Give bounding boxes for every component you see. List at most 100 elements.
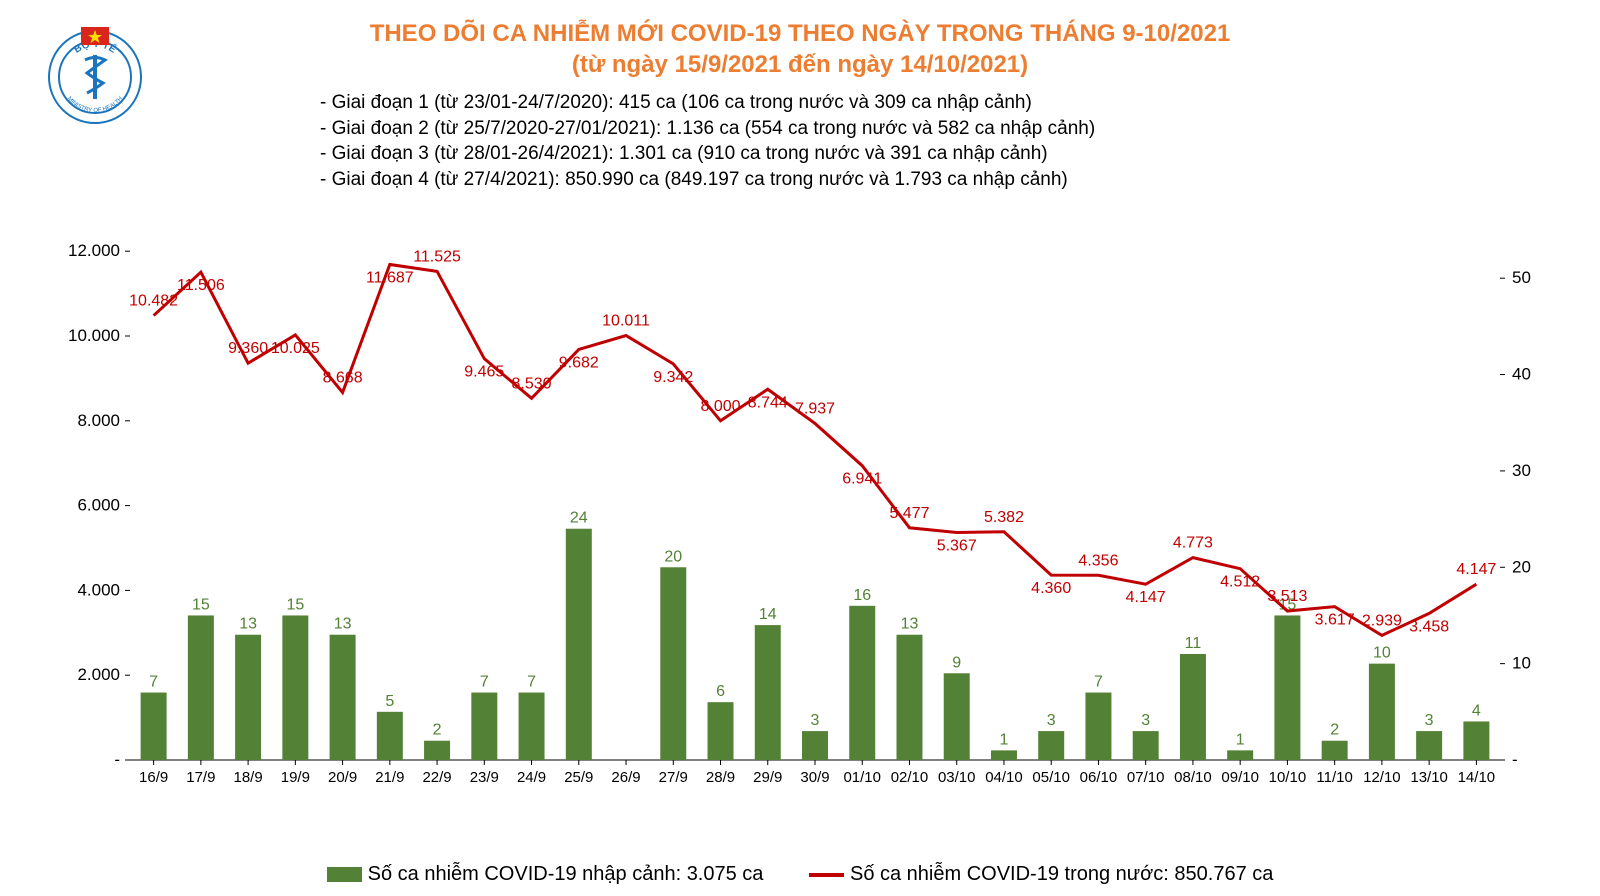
svg-text:2: 2 [433,722,442,739]
svg-text:11.687: 11.687 [366,269,414,286]
svg-text:05/10: 05/10 [1032,769,1070,786]
svg-text:-: - [1512,750,1518,769]
svg-text:5.477: 5.477 [889,505,929,522]
svg-text:02/10: 02/10 [891,769,929,786]
bar [849,606,875,760]
svg-text:3: 3 [1141,712,1150,729]
bar [566,529,592,760]
svg-text:17/9: 17/9 [186,769,215,786]
svg-text:7: 7 [480,674,489,691]
svg-text:25/9: 25/9 [564,769,593,786]
svg-text:4.356: 4.356 [1078,552,1118,569]
svg-text:24/9: 24/9 [517,769,546,786]
svg-text:01/10: 01/10 [843,769,881,786]
bar [330,635,356,760]
svg-text:18/9: 18/9 [234,769,263,786]
phase-2: - Giai đoạn 2 (từ 25/7/2020-27/01/2021):… [320,116,1095,142]
svg-text:29/9: 29/9 [753,769,782,786]
bar [944,673,970,760]
svg-text:2.000: 2.000 [77,665,120,684]
phase-notes: - Giai đoạn 1 (từ 23/01-24/7/2020): 415 … [320,90,1095,193]
svg-text:2.939: 2.939 [1362,612,1402,629]
svg-text:08/10: 08/10 [1174,769,1212,786]
svg-text:13: 13 [334,616,352,633]
svg-text:7.937: 7.937 [795,400,835,417]
svg-text:4.147: 4.147 [1126,589,1166,606]
title-line1: THEO DÕI CA NHIỄM MỚI COVID-19 THEO NGÀY… [0,18,1600,49]
svg-text:-: - [114,750,120,769]
phase-3: - Giai đoạn 3 (từ 28/01-26/4/2021): 1.30… [320,141,1095,167]
svg-text:21/9: 21/9 [375,769,404,786]
svg-text:9.342: 9.342 [653,369,693,386]
bar [1085,693,1111,760]
svg-text:6: 6 [716,683,725,700]
bar [424,741,450,760]
svg-text:20: 20 [1512,557,1531,576]
svg-text:19/9: 19/9 [281,769,310,786]
svg-text:4.512: 4.512 [1220,574,1260,591]
svg-text:14: 14 [759,606,777,623]
svg-text:10: 10 [1373,645,1391,662]
svg-text:7: 7 [527,674,536,691]
svg-text:13: 13 [901,616,919,633]
bar [991,750,1017,760]
svg-text:13: 13 [239,616,257,633]
svg-text:8.744: 8.744 [748,394,788,411]
svg-text:5.367: 5.367 [937,537,977,554]
svg-text:3.513: 3.513 [1267,588,1307,605]
line-series [154,264,1477,635]
covid-chart: -2.0004.0006.0008.00010.00012.000-102030… [60,220,1560,840]
bar [896,635,922,760]
svg-text:8.000: 8.000 [700,398,740,415]
svg-text:6.000: 6.000 [77,496,120,515]
svg-text:27/9: 27/9 [659,769,688,786]
svg-text:13/10: 13/10 [1410,769,1448,786]
bar [1322,741,1348,760]
svg-text:2: 2 [1330,722,1339,739]
svg-text:4.360: 4.360 [1031,580,1071,597]
svg-text:40: 40 [1512,365,1531,384]
svg-text:16: 16 [853,587,871,604]
bar [377,712,403,760]
svg-text:26/9: 26/9 [611,769,640,786]
svg-text:30/9: 30/9 [800,769,829,786]
svg-text:7: 7 [149,674,158,691]
svg-text:10.482: 10.482 [129,293,178,310]
svg-text:1: 1 [1000,731,1009,748]
svg-text:22/9: 22/9 [422,769,451,786]
svg-text:3.617: 3.617 [1315,612,1355,629]
bar [1274,615,1300,760]
bar [1369,664,1395,760]
svg-text:5: 5 [385,693,394,710]
svg-text:30: 30 [1512,461,1531,480]
svg-text:8.000: 8.000 [77,411,120,430]
legend-bar: Số ca nhiễm COVID-19 nhập cảnh: 3.075 ca [327,863,764,886]
bar-swatch-icon [327,867,362,882]
svg-text:28/9: 28/9 [706,769,735,786]
svg-text:3: 3 [1425,712,1434,729]
bar [188,615,214,760]
svg-text:3.458: 3.458 [1409,618,1449,635]
svg-text:11.506: 11.506 [177,277,225,294]
bar [141,693,167,760]
chart-title: THEO DÕI CA NHIỄM MỚI COVID-19 THEO NGÀY… [0,18,1600,80]
svg-text:9.682: 9.682 [559,354,599,371]
svg-text:9.360: 9.360 [228,340,268,357]
bar [1180,654,1206,760]
line-swatch-icon [809,873,844,877]
svg-text:4.773: 4.773 [1173,535,1213,552]
phase-1: - Giai đoạn 1 (từ 23/01-24/7/2020): 415 … [320,90,1095,116]
legend: Số ca nhiễm COVID-19 nhập cảnh: 3.075 ca… [0,863,1600,886]
svg-text:23/9: 23/9 [470,769,499,786]
svg-text:20: 20 [664,548,682,565]
bar [708,702,734,760]
svg-text:9: 9 [952,654,961,671]
svg-text:09/10: 09/10 [1221,769,1259,786]
svg-text:04/10: 04/10 [985,769,1023,786]
svg-text:4.000: 4.000 [77,580,120,599]
svg-text:11/10: 11/10 [1316,769,1352,786]
svg-text:16/9: 16/9 [139,769,168,786]
bar [519,693,545,760]
svg-text:8.530: 8.530 [512,375,552,392]
svg-text:11: 11 [1185,635,1202,652]
